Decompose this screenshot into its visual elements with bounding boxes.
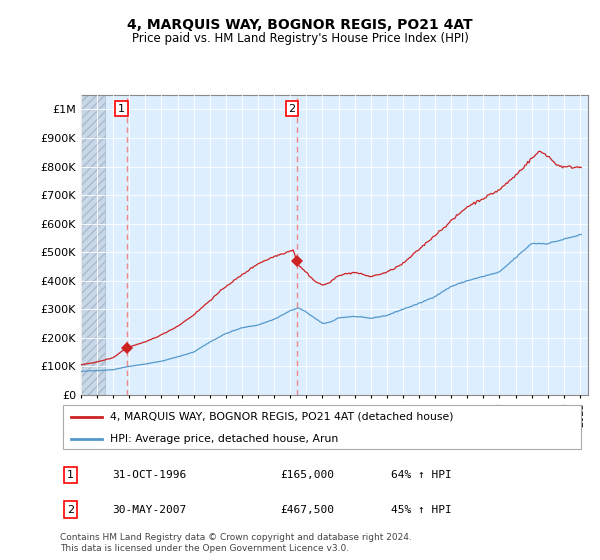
Text: Contains HM Land Registry data © Crown copyright and database right 2024.
This d: Contains HM Land Registry data © Crown c…: [60, 533, 412, 553]
Text: 30-MAY-2007: 30-MAY-2007: [113, 505, 187, 515]
Text: 31-OCT-1996: 31-OCT-1996: [113, 470, 187, 480]
Text: £165,000: £165,000: [281, 470, 335, 480]
Text: HPI: Average price, detached house, Arun: HPI: Average price, detached house, Arun: [110, 434, 338, 444]
FancyBboxPatch shape: [62, 405, 581, 449]
Text: 1: 1: [118, 104, 125, 114]
Text: 4, MARQUIS WAY, BOGNOR REGIS, PO21 4AT (detached house): 4, MARQUIS WAY, BOGNOR REGIS, PO21 4AT (…: [110, 412, 454, 422]
Text: £467,500: £467,500: [281, 505, 335, 515]
Bar: [81, 95, 105, 395]
Text: 2: 2: [67, 505, 74, 515]
Text: 2: 2: [289, 104, 296, 114]
Text: 64% ↑ HPI: 64% ↑ HPI: [391, 470, 452, 480]
Text: 1: 1: [67, 470, 74, 480]
Text: 45% ↑ HPI: 45% ↑ HPI: [391, 505, 452, 515]
Text: Price paid vs. HM Land Registry's House Price Index (HPI): Price paid vs. HM Land Registry's House …: [131, 32, 469, 45]
Text: 4, MARQUIS WAY, BOGNOR REGIS, PO21 4AT: 4, MARQUIS WAY, BOGNOR REGIS, PO21 4AT: [127, 18, 473, 32]
